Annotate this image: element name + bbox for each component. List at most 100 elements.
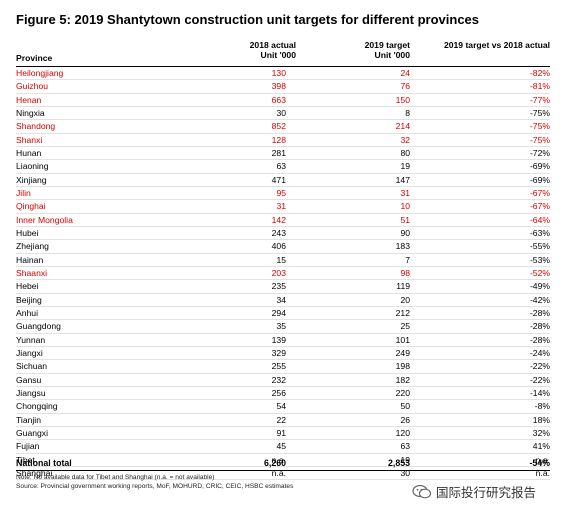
change-cell: -8% (534, 401, 550, 412)
province-cell: Hainan (16, 254, 44, 265)
target-cell: 120 (395, 427, 410, 438)
change-cell: -24% (529, 347, 550, 358)
wechat-icon (412, 484, 432, 499)
change-cell: -67% (529, 187, 550, 198)
target-cell: 98 (400, 267, 410, 278)
province-cell: Jiangsu (16, 387, 46, 398)
target-cell: 182 (395, 374, 410, 385)
change-cell: -28% (529, 321, 550, 332)
total-row: National total 6,260 2,853 -54% (16, 456, 550, 470)
table-row: Heilongjiang 130 24 -82% (16, 67, 550, 81)
actual-cell: 243 (271, 227, 286, 238)
target-cell: 101 (395, 334, 410, 345)
table-row: Hunan 281 80 -72% (16, 147, 550, 161)
province-cell: Qinghai (16, 201, 46, 212)
actual-cell: 281 (271, 147, 286, 158)
watermark: 国际投行研究报告 (412, 482, 536, 501)
province-cell: Anhui (16, 307, 38, 318)
actual-cell: 45 (276, 441, 286, 452)
actual-cell: 139 (271, 334, 286, 345)
total-divider (16, 470, 550, 471)
target-cell: 183 (395, 241, 410, 252)
header-change: 2019 target vs 2018 actual (443, 40, 550, 50)
table-row: Ningxia 30 8 -75% (16, 107, 550, 121)
actual-cell: 15 (276, 254, 286, 265)
table-row: Jiangsu 256 220 -14% (16, 387, 550, 401)
figure-title: Figure 5: 2019 Shantytown construction u… (16, 12, 480, 27)
target-cell: 31 (400, 187, 410, 198)
table-row: Chongqing 54 50 -8% (16, 400, 550, 414)
change-cell: -75% (529, 107, 550, 118)
actual-cell: 130 (271, 68, 286, 78)
table-row: Guizhou 398 76 -81% (16, 80, 550, 94)
total-change: -54% (529, 458, 550, 468)
actual-cell: 31 (276, 201, 286, 212)
change-cell: 18% (532, 414, 550, 425)
table-row: Liaoning 63 19 -69% (16, 160, 550, 174)
header-divider (16, 66, 550, 67)
table-row: Henan 663 150 -77% (16, 94, 550, 107)
change-cell: -22% (529, 374, 550, 385)
table-row: Fujian 45 63 41% (16, 440, 550, 454)
actual-cell: 852 (271, 121, 286, 132)
table-row: Zhejiang 406 183 -55% (16, 240, 550, 254)
target-cell: 32 (400, 134, 410, 145)
change-cell: -53% (529, 254, 550, 265)
table-row: Jilin 95 31 -67% (16, 187, 550, 201)
actual-cell: 95 (276, 187, 286, 198)
table-row: Guangxi 91 120 32% (16, 427, 550, 441)
province-cell: Liaoning (16, 161, 49, 172)
total-actual: 6,260 (263, 458, 286, 468)
change-cell: -52% (529, 267, 550, 278)
target-cell: 63 (400, 441, 410, 452)
table-row: Tibet n.a. 19 n.a. (16, 454, 550, 467)
table-note: Note: No available data for Tibet and Sh… (16, 474, 215, 481)
actual-cell: n.a. (271, 467, 286, 478)
actual-cell: 256 (271, 387, 286, 398)
actual-cell: 63 (276, 161, 286, 172)
total-target: 2,853 (387, 458, 410, 468)
province-cell: Shanghai (16, 467, 53, 478)
total-label: National total (16, 458, 72, 468)
target-cell: 24 (400, 68, 410, 78)
table-row: Tianjin 22 26 18% (16, 414, 550, 427)
change-cell: -67% (529, 201, 550, 212)
target-cell: 147 (395, 174, 410, 185)
change-cell: -69% (529, 161, 550, 172)
header-target: 2019 target Unit '000 (365, 40, 410, 60)
table-row: Hebei 235 119 -49% (16, 280, 550, 294)
table-row: Anhui 294 212 -28% (16, 307, 550, 321)
actual-cell: 329 (271, 347, 286, 358)
target-cell: 26 (400, 414, 410, 425)
province-cell: Shaanxi (16, 267, 48, 278)
change-cell: -72% (529, 147, 550, 158)
target-cell: 76 (400, 81, 410, 92)
province-cell: Gansu (16, 374, 42, 385)
target-cell: 90 (400, 227, 410, 238)
target-cell: 19 (400, 454, 410, 465)
actual-cell: 35 (276, 321, 286, 332)
province-cell: Guangdong (16, 321, 61, 332)
actual-cell: 406 (271, 241, 286, 252)
target-cell: 150 (395, 94, 410, 105)
actual-cell: 398 (271, 81, 286, 92)
actual-cell: 232 (271, 374, 286, 385)
table-row: Shaanxi 203 98 -52% (16, 267, 550, 281)
province-cell: Inner Mongolia (16, 214, 73, 225)
change-cell: n.a. (535, 467, 550, 478)
target-cell: 220 (395, 387, 410, 398)
table-row: Qinghai 31 10 -67% (16, 200, 550, 214)
actual-cell: 54 (276, 401, 286, 412)
target-cell: 50 (400, 401, 410, 412)
target-cell: 119 (396, 281, 410, 292)
change-cell: -28% (529, 334, 550, 345)
province-cell: Shandong (16, 121, 56, 132)
province-cell: Ningxia (16, 107, 45, 118)
header-province: Province (16, 53, 53, 63)
target-cell: 30 (400, 467, 410, 478)
target-cell: 249 (395, 347, 410, 358)
change-cell: -81% (529, 81, 550, 92)
province-cell: Tianjin (16, 414, 41, 425)
target-cell: 25 (400, 321, 410, 332)
actual-cell: 471 (271, 174, 286, 185)
